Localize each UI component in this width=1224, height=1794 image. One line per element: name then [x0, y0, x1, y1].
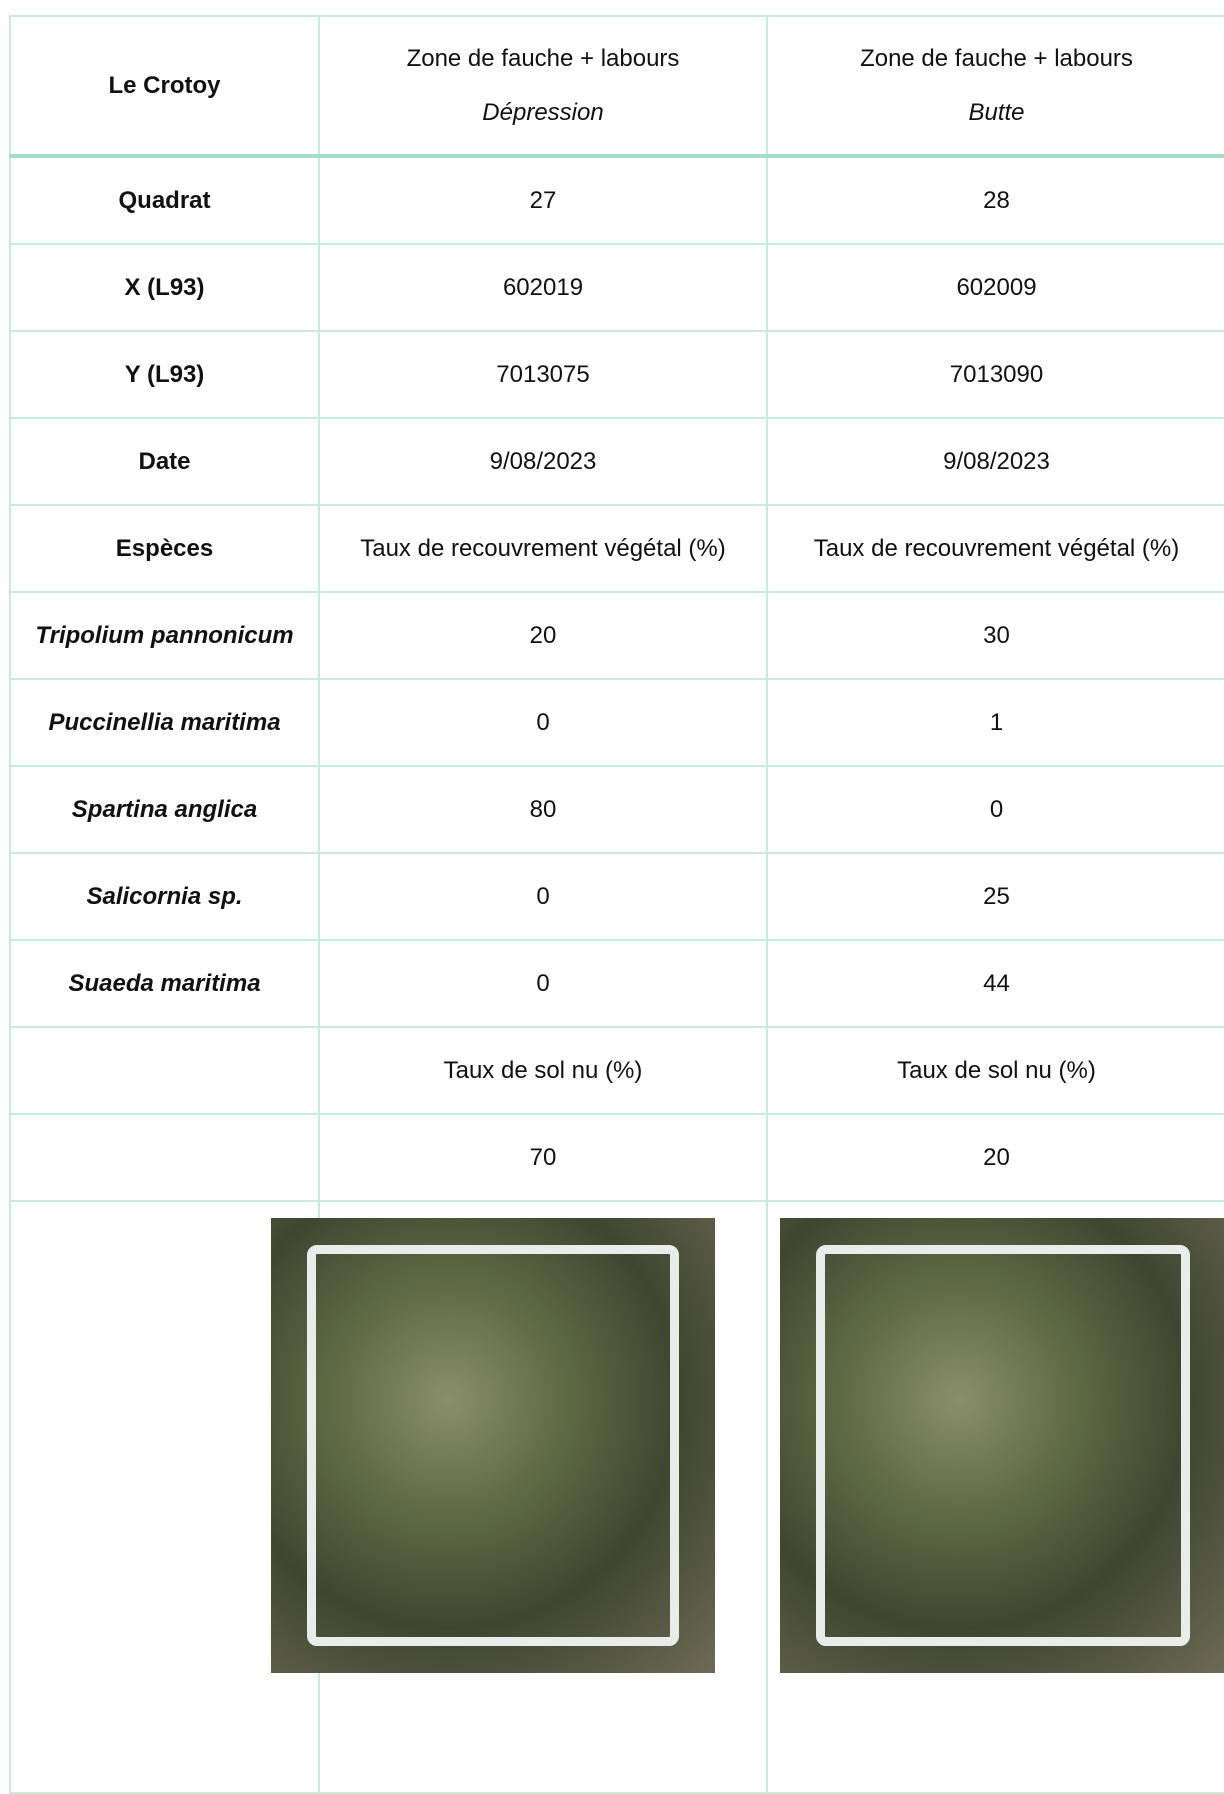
page: Le Crotoy Zone de fauche + labours Dépres…	[9, 15, 1224, 1794]
table-row: Y (L93) 7013075 7013090	[9, 330, 1224, 419]
row-label: Salicornia sp.	[9, 852, 320, 941]
table-row: Salicornia sp. 0 25	[9, 852, 1224, 941]
table-row: Quadrat 27 28	[9, 155, 1224, 245]
cell: 20	[318, 591, 768, 680]
column-title: Zone de fauche + labours	[406, 44, 680, 72]
cell: 0	[318, 939, 768, 1028]
cell: 602019	[318, 243, 768, 332]
photo-row	[9, 1200, 1224, 1794]
cell	[271, 1200, 768, 1794]
row-label: X (L93)	[9, 243, 320, 332]
cell: 25	[766, 852, 1224, 941]
cell: 7013075	[318, 330, 768, 419]
row-label: Date	[9, 417, 320, 506]
header-title: Le Crotoy	[9, 15, 320, 158]
row-label: Tripolium pannonicum	[9, 591, 320, 680]
table-row: Taux de sol nu (%) Taux de sol nu (%)	[9, 1026, 1224, 1115]
table-row: 70 20	[9, 1113, 1224, 1202]
cell: Taux de recouvrement végétal (%)	[318, 504, 768, 593]
cell: 7013090	[766, 330, 1224, 419]
row-label	[9, 1113, 320, 1202]
quadrat-photo	[780, 1218, 1224, 1673]
row-label: Puccinellia maritima	[9, 678, 320, 767]
cell: 80	[318, 765, 768, 854]
table-row: Suaeda maritima 0 44	[9, 939, 1224, 1028]
table-body: Le Crotoy Zone de fauche + labours Dépres…	[9, 15, 1224, 1794]
cell: 27	[318, 155, 768, 245]
cell: 30	[766, 591, 1224, 680]
cell: 602009	[766, 243, 1224, 332]
row-label: Y (L93)	[9, 330, 320, 419]
row-label: Espèces	[9, 504, 320, 593]
cell: 0	[318, 852, 768, 941]
cell: 0	[318, 678, 768, 767]
cell: 1	[766, 678, 1224, 767]
cell	[9, 1200, 320, 1794]
cell: 44	[766, 939, 1224, 1028]
table-row: Tripolium pannonicum 20 30	[9, 591, 1224, 680]
cell: 20	[766, 1113, 1224, 1202]
cell	[766, 1200, 1224, 1794]
column-subtitle: Dépression	[482, 98, 604, 126]
cell: 9/08/2023	[318, 417, 768, 506]
table-row: X (L93) 602019 602009	[9, 243, 1224, 332]
cell: Taux de sol nu (%)	[766, 1026, 1224, 1115]
header-row: Le Crotoy Zone de fauche + labours Dépres…	[9, 15, 1224, 158]
cell: 0	[766, 765, 1224, 854]
row-label: Suaeda maritima	[9, 939, 320, 1028]
column-title: Zone de fauche + labours	[860, 44, 1133, 72]
cell: Taux de sol nu (%)	[318, 1026, 768, 1115]
survey-table: Le Crotoy Zone de fauche + labours Dépres…	[9, 15, 1224, 1794]
header-cell: Zone de fauche + labours Butte	[766, 15, 1224, 158]
cell: 28	[766, 155, 1224, 245]
cell: 70	[318, 1113, 768, 1202]
cell: Taux de recouvrement végétal (%)	[766, 504, 1224, 593]
cell: 9/08/2023	[766, 417, 1224, 506]
table-row: Spartina anglica 80 0	[9, 765, 1224, 854]
row-label: Spartina anglica	[9, 765, 320, 854]
column-subtitle: Butte	[968, 98, 1025, 126]
quadrat-photo	[271, 1218, 715, 1673]
table-row: Date 9/08/2023 9/08/2023	[9, 417, 1224, 506]
table-row: Puccinellia maritima 0 1	[9, 678, 1224, 767]
table-row: Espèces Taux de recouvrement végétal (%) T…	[9, 504, 1224, 593]
header-cell: Zone de fauche + labours Dépression	[318, 15, 768, 158]
row-label: Quadrat	[9, 155, 320, 245]
row-label	[9, 1026, 320, 1115]
